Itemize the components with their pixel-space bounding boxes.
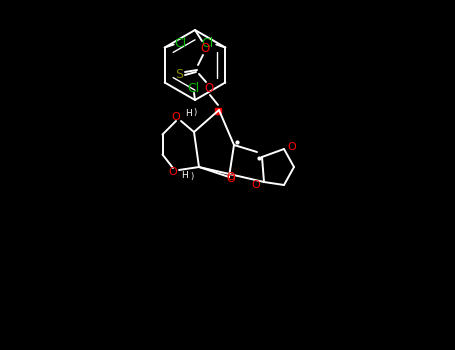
- Text: O: O: [204, 82, 214, 95]
- Text: S: S: [175, 68, 183, 80]
- Text: Cl: Cl: [187, 82, 199, 95]
- Text: O: O: [200, 42, 210, 55]
- Text: ): ): [190, 172, 194, 181]
- Text: ): ): [193, 108, 197, 118]
- Text: O: O: [288, 142, 296, 152]
- Text: H: H: [185, 110, 192, 119]
- Text: O: O: [252, 180, 260, 190]
- Text: Cl: Cl: [201, 37, 213, 50]
- Text: O: O: [172, 112, 180, 122]
- Text: H: H: [182, 170, 188, 180]
- Text: O: O: [227, 172, 235, 182]
- Text: O: O: [169, 167, 177, 177]
- Text: O: O: [227, 174, 235, 184]
- Text: Cl: Cl: [175, 37, 187, 50]
